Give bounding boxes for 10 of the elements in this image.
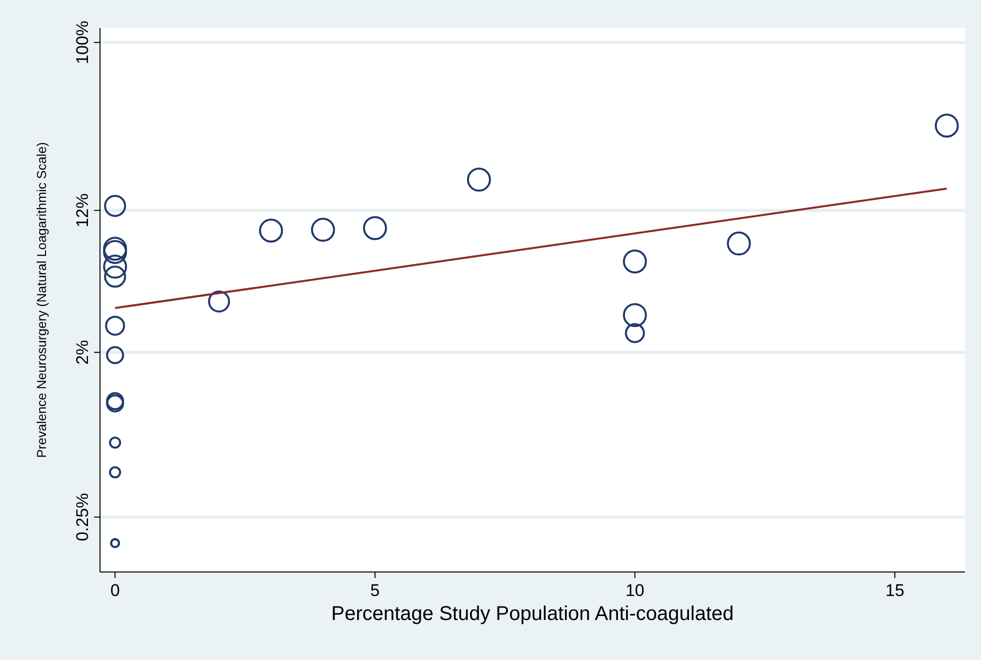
x-tick-label: 0 xyxy=(110,581,120,600)
x-tick-label: 15 xyxy=(885,581,904,600)
x-axis-title: Percentage Study Population Anti-coagulated xyxy=(331,603,734,625)
y-tick-label: 100% xyxy=(73,20,92,64)
x-tick-label: 5 xyxy=(370,581,380,600)
x-tick-label: 10 xyxy=(625,581,644,600)
y-axis-title: Prevalence Neurosurgery (Natural Loagarithmic Scale) xyxy=(34,142,49,458)
y-tick-label: 2% xyxy=(73,340,92,365)
y-tick-label: 12% xyxy=(73,193,92,228)
y-tick-label: 0.25% xyxy=(73,492,92,542)
